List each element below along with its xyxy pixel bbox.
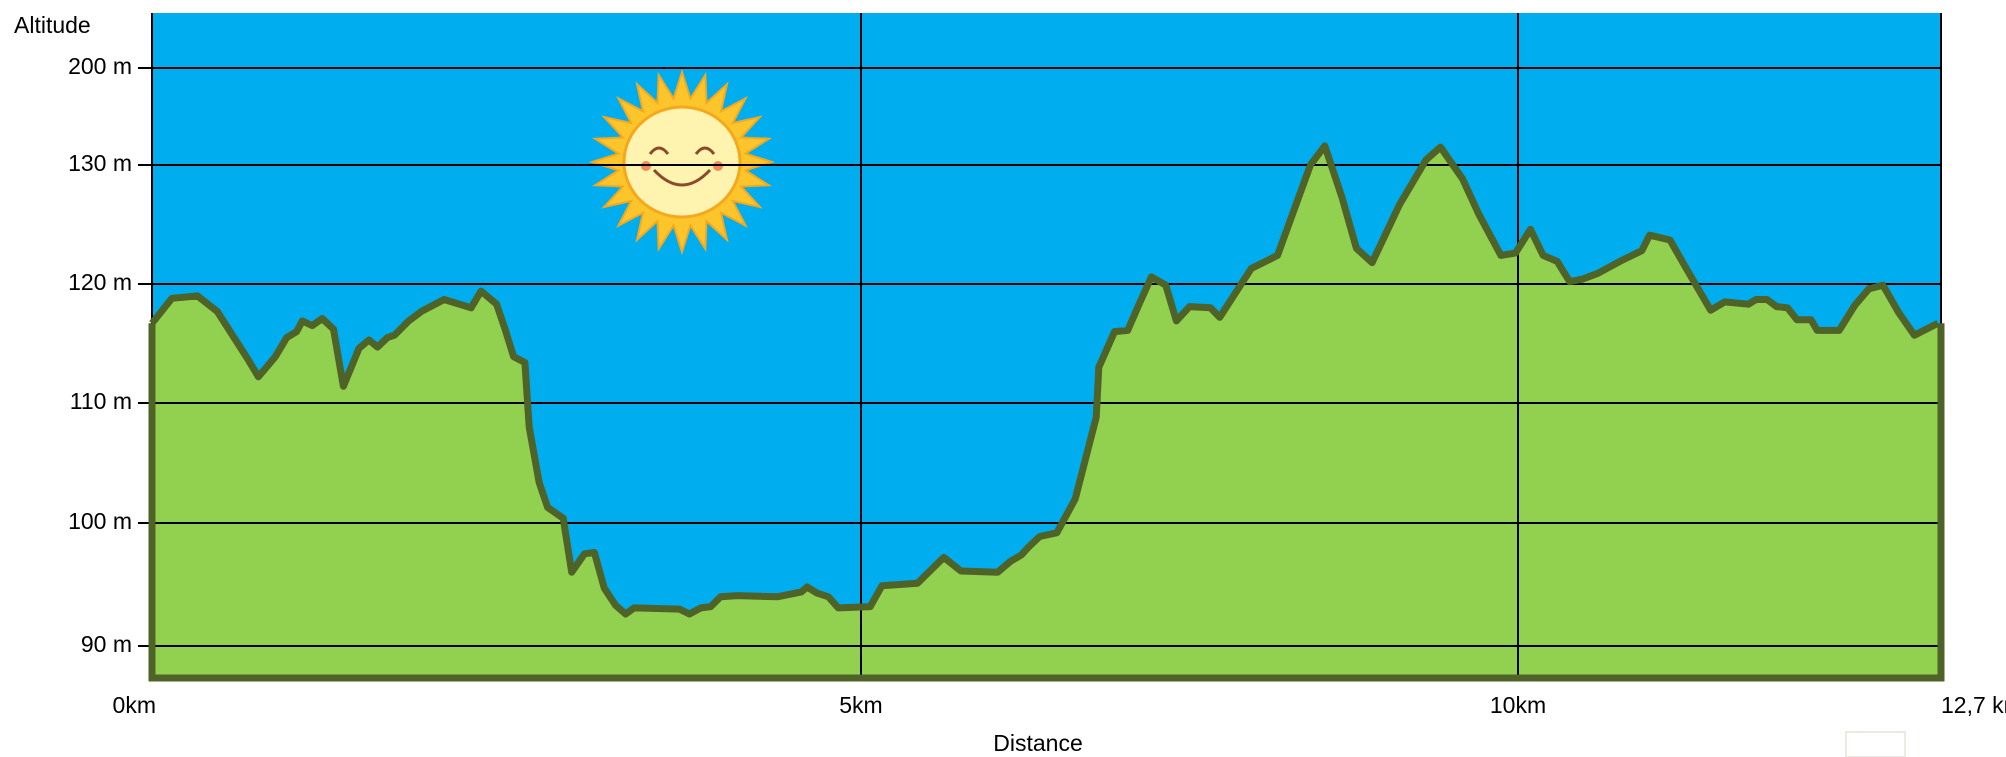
y-tick-label: 90 m [81,631,132,657]
x-tick-label: 12,7 km [1941,692,2006,718]
x-tick-label: 5km [839,692,882,718]
x-axis-label: Distance [993,730,1082,756]
x-tick-label: 10km [1490,692,1546,718]
y-axis-label: Altitude [14,12,91,38]
y-tick-label: 130 m [68,150,132,176]
y-tick-label: 100 m [68,508,132,534]
y-tick-label: 200 m [68,53,132,79]
y-tick-label: 120 m [68,269,132,295]
sun [592,72,772,252]
x-tick-label: 0km [113,692,156,718]
page: {"chart_data":{"type":"area","y_label":"… [0,0,2006,757]
decoration-box [1846,732,1905,757]
sun-face [624,107,740,217]
y-tick-label: 110 m [70,388,132,414]
chart: Altitude Distance 90 m 100 m 110 m 120 m 130… [0,0,2006,757]
